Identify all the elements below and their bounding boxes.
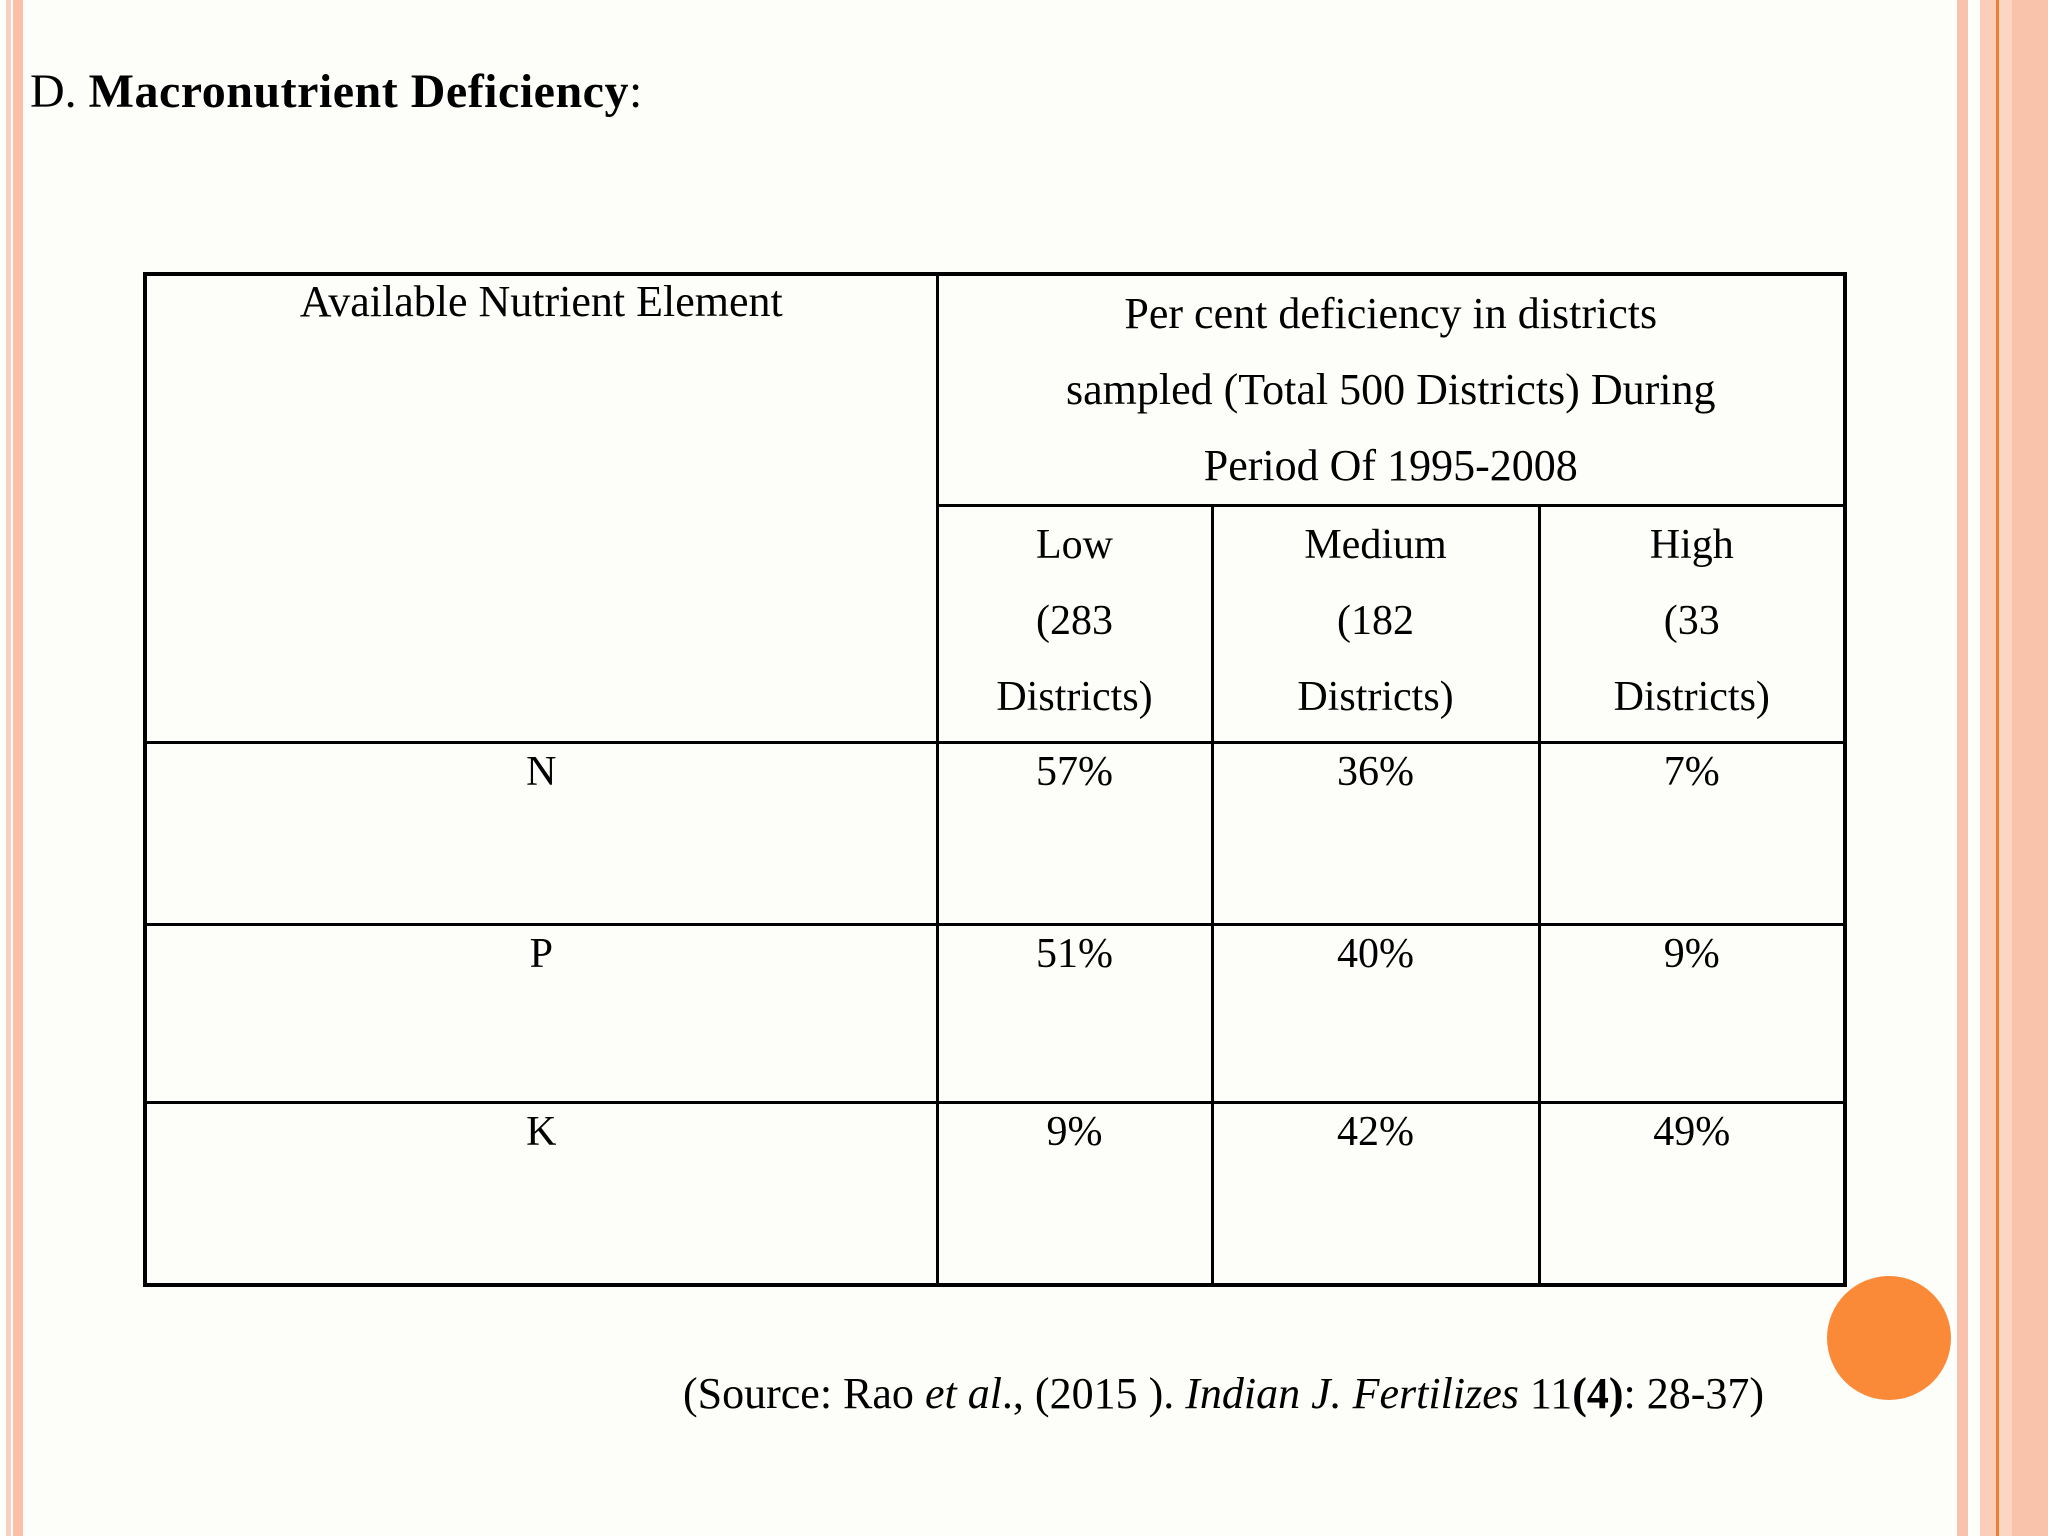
column-header-low: Low (283 Districts) xyxy=(935,504,1214,744)
subheader-line: Medium xyxy=(1304,522,1447,568)
source-issue-bold: (4) xyxy=(1572,1369,1624,1418)
value-cell-medium: 40% xyxy=(1210,923,1541,1104)
macronutrient-deficiency-table: Available Nutrient Element Per cent defi… xyxy=(143,272,1847,1287)
subheader-line: Districts) xyxy=(1613,674,1770,720)
value-cell-high: 9% xyxy=(1537,923,1847,1104)
subheader-line: Districts) xyxy=(1297,674,1454,720)
value-cell-low: 9% xyxy=(935,1101,1214,1286)
value-cell-high: 49% xyxy=(1537,1101,1847,1286)
table-row-nitrogen: N 57% 36% 7% xyxy=(143,741,1847,926)
group-header-line: Per cent deficiency in districts xyxy=(1124,289,1658,338)
source-part: ., (2015 ). xyxy=(1001,1369,1186,1418)
title-heading: Macronutrient Deficiency xyxy=(88,65,629,118)
value-cell-low: 57% xyxy=(935,741,1214,926)
right-edge-stripe-thin xyxy=(1957,0,1968,1536)
value-cell-low: 51% xyxy=(935,923,1214,1104)
slide-title: D. Macronutrient Deficiency: xyxy=(30,64,642,120)
value-cell-high: 7% xyxy=(1537,741,1847,926)
column-header-nutrient-element: Available Nutrient Element xyxy=(143,272,939,744)
left-edge-stripe-wide xyxy=(13,0,23,1536)
table-row-phosphorus: P 51% 40% 9% xyxy=(143,923,1847,1104)
element-cell: P xyxy=(143,923,939,1104)
table-row-potassium: K 9% 42% 49% xyxy=(143,1101,1847,1286)
right-edge-stripe-band xyxy=(1980,0,1996,1536)
element-cell: K xyxy=(143,1101,939,1286)
right-edge-stripe-light xyxy=(1999,0,2012,1536)
source-part-italic: et al xyxy=(924,1369,1002,1418)
source-part: 11 xyxy=(1518,1369,1573,1418)
element-cell: N xyxy=(143,741,939,926)
source-citation: (Source: Rao et al., (2015 ). Indian J. … xyxy=(683,1368,1764,1420)
title-prefix: D. xyxy=(30,65,89,118)
subheader-line: (283 xyxy=(1036,598,1113,644)
group-header-line: Period Of 1995-2008 xyxy=(1203,441,1578,490)
source-part: (Source: Rao xyxy=(683,1369,925,1418)
subheader-line: High xyxy=(1649,522,1734,568)
right-edge-stripe-wide xyxy=(2012,0,2048,1536)
group-header-percent-deficiency: Per cent deficiency in districts sampled… xyxy=(935,272,1847,507)
subheader-line: (33 xyxy=(1663,598,1720,644)
subheader-line: (182 xyxy=(1337,598,1414,644)
column-header-medium: Medium (182 Districts) xyxy=(1210,504,1541,744)
subheader-line: Low xyxy=(1036,522,1113,568)
right-edge-accent-line xyxy=(1996,0,1999,1536)
left-edge-stripe-thin xyxy=(6,0,11,1536)
source-part: : 28-37) xyxy=(1623,1369,1765,1418)
group-header-line: sampled (Total 500 Districts) During xyxy=(1066,365,1716,414)
orange-circle-decoration xyxy=(1827,1276,1951,1400)
value-cell-medium: 36% xyxy=(1210,741,1541,926)
source-journal-italic: Indian J. Fertilizes xyxy=(1185,1369,1519,1418)
value-cell-medium: 42% xyxy=(1210,1101,1541,1286)
column-header-high: High (33 Districts) xyxy=(1537,504,1847,744)
title-colon: : xyxy=(628,65,643,118)
subheader-line: Districts) xyxy=(996,674,1153,720)
